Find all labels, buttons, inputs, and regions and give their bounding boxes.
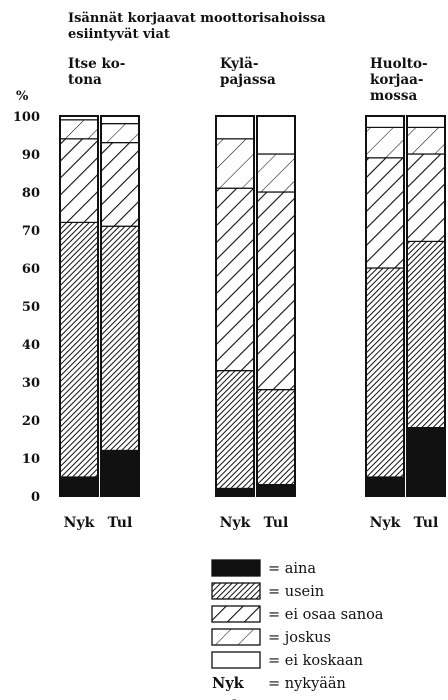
y-tick-label-70: 70 [22, 224, 40, 239]
legend-label-ei-osaa-sanoa: = ei osaa sanoa [268, 607, 384, 623]
legend-label-usein: = usein [268, 584, 324, 600]
bar-segment-g1-tul-ei-osaa-sanoa [100, 142, 140, 227]
legend-swatch-ei-osaa-sanoa [211, 605, 261, 623]
bar-outline-g1-tul [100, 115, 140, 497]
bar-outline-g2-nyk [215, 115, 255, 497]
legend-label-joskus: = joskus [268, 630, 331, 646]
y-tick-label-10: 10 [22, 452, 40, 467]
group-label-kylapajassa-2: pajassa [220, 72, 276, 88]
bar-segment-g2-nyk-joskus [215, 138, 255, 189]
y-tick-label-80: 80 [22, 186, 40, 201]
bar-segment-g3-nyk-ei-osaa-sanoa [365, 157, 405, 269]
bar-segment-g2-nyk-ei-koskaan [215, 115, 255, 140]
bar-segment-g3-tul-ei-koskaan [406, 115, 446, 128]
bar-outline-g2-tul [256, 115, 296, 497]
bar-segment-g3-tul-usein [406, 240, 446, 429]
bar-segment-g2-nyk-usein [215, 370, 255, 490]
x-axis-labels: Nyk Tul Nyk Tul Nyk Tul [64, 515, 439, 531]
x-label-g1-nyk: Nyk [64, 515, 95, 531]
bar-segment-g1-tul-joskus [100, 122, 140, 144]
x-label-g3-tul: Tul [414, 515, 439, 531]
bar-segment-g2-tul-ei-koskaan [256, 115, 296, 155]
chart-title-line-1: Isännät korjaavat moottorisahoissa [68, 11, 326, 26]
group-label-huoltokorjaamossa-3: mossa [370, 88, 417, 104]
bar-segment-g1-tul-usein [100, 225, 140, 451]
bar-segment-g1-nyk-usein [59, 221, 99, 478]
legend: = aina = usein = ei osaa sanoa = joskus = ei… [211, 559, 402, 700]
group-label-huoltokorjaamossa-2: korjaa- [370, 72, 423, 88]
y-tick-label-0: 0 [31, 490, 40, 505]
bar-segment-g2-nyk-ei-osaa-sanoa [215, 187, 255, 372]
x-label-g2-tul: Tul [264, 515, 289, 531]
bar-segment-g3-nyk-joskus [365, 126, 405, 159]
legend-abbr-text-nyk: = nykyään [268, 676, 346, 692]
legend-swatch-usein [211, 582, 261, 600]
legend-swatch-ei-koskaan [211, 651, 261, 669]
bars [59, 115, 446, 497]
y-tick-label-30: 30 [22, 376, 40, 391]
y-axis-ticks: 0 10 20 30 40 50 60 70 80 90 100 [13, 110, 40, 505]
x-label-g3-nyk: Nyk [370, 515, 401, 531]
bar-segment-g1-tul-ei-koskaan [100, 115, 140, 125]
bar-segment-g2-tul-aina [256, 484, 296, 497]
y-tick-label-20: 20 [22, 414, 40, 429]
bar-segment-g1-tul-aina [100, 449, 140, 497]
bar-segment-g1-nyk-aina [59, 476, 99, 497]
y-tick-label-100: 100 [13, 110, 40, 125]
bar-segment-g3-nyk-usein [365, 267, 405, 478]
y-tick-label-60: 60 [22, 262, 40, 277]
bar-segment-g3-tul-aina [406, 427, 446, 497]
bar-outline-g3-tul [406, 115, 446, 497]
bar-segment-g2-tul-joskus [256, 153, 296, 193]
bar-segment-g2-tul-usein [256, 389, 296, 486]
bar-outline-g1-nyk [59, 115, 99, 497]
chart-title-line-2: esiintyvät viat [68, 27, 170, 42]
bar-outline-g3-nyk [365, 115, 405, 497]
bar-segment-g1-nyk-joskus [59, 119, 99, 140]
bar-segment-g3-nyk-aina [365, 476, 405, 497]
x-label-g1-tul: Tul [108, 515, 133, 531]
legend-label-ei-koskaan: = ei koskaan [268, 653, 363, 669]
bar-segment-g3-tul-joskus [406, 126, 446, 155]
bar-segment-g1-nyk-ei-osaa-sanoa [59, 138, 99, 224]
group-label-itse-kotona-1: Itse ko- [68, 56, 125, 72]
group-label-huoltokorjaamossa-1: Huolto- [370, 56, 428, 72]
y-tick-label-40: 40 [22, 338, 40, 353]
legend-abbr-nyk: Nyk [212, 675, 245, 692]
y-tick-label-90: 90 [22, 148, 40, 163]
bar-segment-g3-tul-ei-osaa-sanoa [406, 153, 446, 243]
bar-segment-g3-nyk-ei-koskaan [365, 115, 405, 128]
y-axis-label: % [16, 89, 29, 104]
x-label-g2-nyk: Nyk [220, 515, 251, 531]
legend-swatch-joskus [211, 628, 261, 646]
bar-segment-g2-nyk-aina [215, 487, 255, 497]
group-label-itse-kotona-2: tona [68, 72, 102, 88]
legend-swatch-aina [211, 559, 261, 577]
y-tick-label-50: 50 [22, 300, 40, 315]
legend-abbr-tul: Tul [212, 698, 238, 700]
legend-label-aina: = aina [268, 561, 316, 577]
bar-segment-g2-tul-ei-osaa-sanoa [256, 191, 296, 391]
group-label-kylapajassa-1: Kylä- [220, 56, 258, 72]
